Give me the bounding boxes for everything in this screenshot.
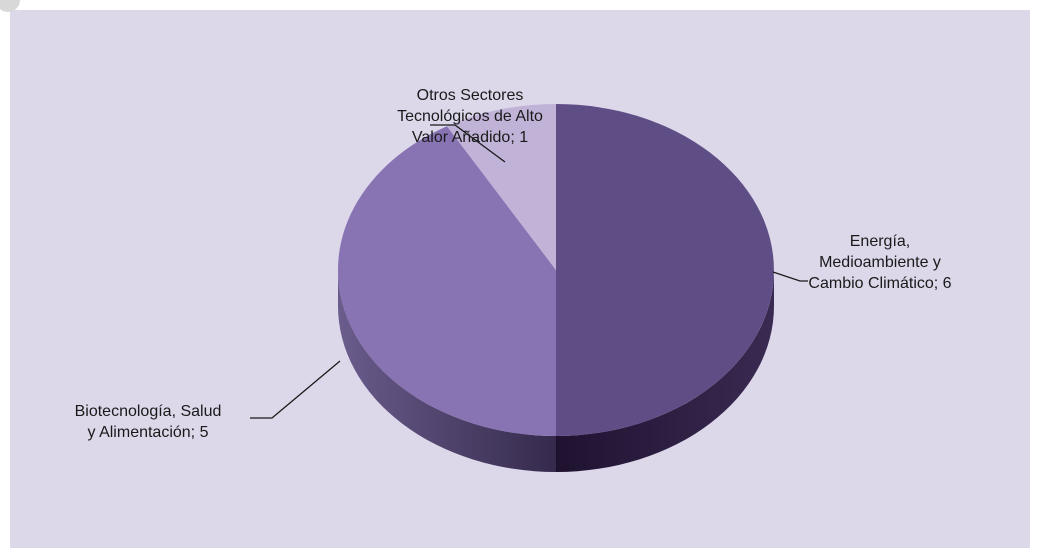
- data-label: Medioambiente y: [819, 254, 941, 271]
- corner-icon: [0, 0, 20, 12]
- data-label: Energía,: [850, 233, 910, 250]
- leader-line: [250, 360, 341, 419]
- slice-side: [556, 270, 774, 472]
- leader-line: [430, 124, 506, 163]
- data-label: y Alimentación; 5: [88, 424, 209, 441]
- slice: [447, 104, 556, 270]
- slice-side: [338, 270, 556, 472]
- data-label: Biotecnología, Salud: [75, 403, 222, 420]
- data-label: Valor Añadido; 1: [412, 129, 528, 146]
- data-label: Otros Sectores: [417, 87, 524, 104]
- data-label: Cambio Climático; 6: [808, 275, 951, 292]
- slice: [556, 104, 774, 436]
- data-label: Tecnológicos de Alto: [397, 108, 543, 125]
- leader-line: [772, 271, 808, 282]
- slice: [338, 126, 556, 437]
